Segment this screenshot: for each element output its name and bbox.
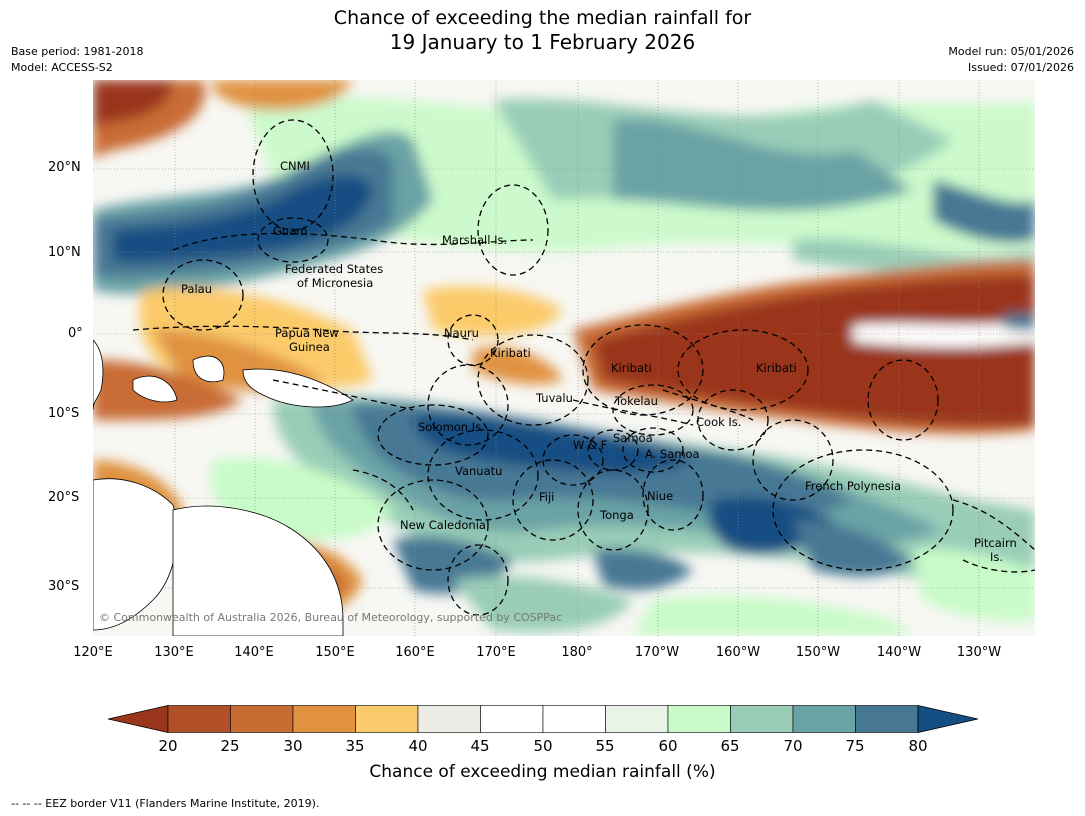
colorbar-tick-55: 55 <box>595 737 615 755</box>
label-pitcairn-2: Is. <box>990 550 1003 564</box>
lon-label-150w: 150°W <box>795 645 841 660</box>
lon-label-130w: 130°W <box>956 645 1002 660</box>
colorbar-label: Chance of exceeding median rainfall (%) <box>369 762 716 782</box>
lon-label-120e: 120°E <box>73 645 113 660</box>
lon-label-160e: 160°E <box>395 645 435 660</box>
lon-label-140w: 140°W <box>876 645 922 660</box>
label-pitcairn-1: Pitcairn <box>974 536 1017 550</box>
label-solomon: Solomon Is. <box>418 420 485 434</box>
land-outline <box>93 339 354 636</box>
copyright-text: © Commonwealth of Australia 2026, Bureau… <box>99 611 562 624</box>
label-samoa: Samoa <box>613 431 653 445</box>
lon-label-170w: 170°W <box>634 645 680 660</box>
colorbar-segment <box>167 705 231 733</box>
colorbar-tick-25: 25 <box>220 737 240 755</box>
colorbar-segment <box>480 705 544 733</box>
colorbar-tick-50: 50 <box>533 737 553 755</box>
label-new-caledonia: New Caledonia <box>400 518 486 532</box>
label-kiribati-west: Kiribati <box>490 346 531 360</box>
lat-label-10s: 10°S <box>48 406 80 421</box>
label-palau: Palau <box>181 282 212 296</box>
region-labels: CNMI Guam Marshall Is. Federated States … <box>181 159 1017 564</box>
label-french-polynesia: French Polynesia <box>805 479 901 493</box>
colorbar <box>108 705 978 733</box>
colorbar-segment <box>855 705 919 733</box>
colorbar-tick-80: 80 <box>908 737 928 755</box>
base-period: Base period: 1981-2018 <box>11 45 144 58</box>
lon-label-150e: 150°E <box>315 645 355 660</box>
label-tokelau: Tokelau <box>614 394 658 408</box>
label-vanuatu: Vanuatu <box>455 464 502 478</box>
colorbar-segment <box>292 705 356 733</box>
lat-label-20s: 20°S <box>48 490 80 505</box>
eez-footnote: -- -- -- EEZ border V11 (Flanders Marine… <box>11 797 320 810</box>
lat-label-20n: 20°N <box>48 160 81 175</box>
lat-label-0: 0° <box>68 326 83 341</box>
colorbar-segment <box>730 705 794 733</box>
colorbar-segment <box>417 705 481 733</box>
label-kiribati-central: Kiribati <box>611 361 652 375</box>
lon-label-130e: 130°E <box>154 645 194 660</box>
lon-label-160w: 160°W <box>715 645 761 660</box>
label-fsm-1: Federated States <box>285 262 383 276</box>
label-kiribati-east: Kiribati <box>756 361 797 375</box>
colorbar-tick-75: 75 <box>845 737 865 755</box>
label-marshall: Marshall Is. <box>442 233 507 247</box>
label-png-1: Papua New <box>275 326 339 340</box>
lon-label-170e: 170°E <box>476 645 516 660</box>
label-cook: Cook Is. <box>696 415 741 429</box>
meta-left: Base period: 1981-2018 Model: ACCESS-S2 <box>11 44 143 76</box>
colorbar-tick-70: 70 <box>783 737 803 755</box>
label-fsm-2: of Micronesia <box>297 276 373 290</box>
label-nauru: Nauru <box>444 326 479 340</box>
colorbar-segment <box>542 705 606 733</box>
colorbar-tick-40: 40 <box>408 737 428 755</box>
colorbar-tick-35: 35 <box>345 737 365 755</box>
label-png-2: Guinea <box>289 340 330 354</box>
rainfall-map: CNMI Guam Marshall Is. Federated States … <box>93 80 1035 636</box>
colorbar-tick-20: 20 <box>158 737 178 755</box>
lat-label-30s: 30°S <box>48 579 80 594</box>
title-line-1: Chance of exceeding the median rainfall … <box>333 7 752 29</box>
label-cnmi: CNMI <box>280 159 310 173</box>
chart-title: Chance of exceeding the median rainfall … <box>0 6 1085 54</box>
colorbar-segment <box>355 705 419 733</box>
colorbar-segment <box>667 705 731 733</box>
label-niue: Niue <box>647 489 673 503</box>
colorbar-extend-high <box>917 705 978 733</box>
lon-label-140e: 140°E <box>234 645 274 660</box>
model-run: Model run: 05/01/2026 <box>948 45 1074 58</box>
colorbar-tick-30: 30 <box>283 737 303 755</box>
eez-borders <box>132 119 1035 616</box>
colorbar-tick-60: 60 <box>658 737 678 755</box>
model-name: Model: ACCESS-S2 <box>11 61 113 74</box>
meta-right: Model run: 05/01/2026 Issued: 07/01/2026 <box>948 44 1074 76</box>
label-tuvalu: Tuvalu <box>535 391 573 405</box>
lon-label-180: 180° <box>561 645 593 660</box>
colorbar-tick-45: 45 <box>470 737 490 755</box>
title-line-2: 19 January to 1 February 2026 <box>389 30 696 54</box>
colorbar-tick-65: 65 <box>720 737 740 755</box>
label-fiji: Fiji <box>539 490 554 504</box>
issued-date: Issued: 07/01/2026 <box>967 61 1074 74</box>
colorbar-segment <box>605 705 669 733</box>
graticule <box>93 80 1035 636</box>
label-wf: W & F <box>573 438 607 452</box>
label-guam: Guam <box>273 224 307 238</box>
colorbar-segment <box>792 705 856 733</box>
label-tonga: Tonga <box>599 508 634 522</box>
lat-label-10n: 10°N <box>48 245 81 260</box>
label-asamoa: A. Samoa <box>645 447 700 461</box>
colorbar-segment <box>230 705 294 733</box>
colorbar-extend-low <box>108 705 169 733</box>
